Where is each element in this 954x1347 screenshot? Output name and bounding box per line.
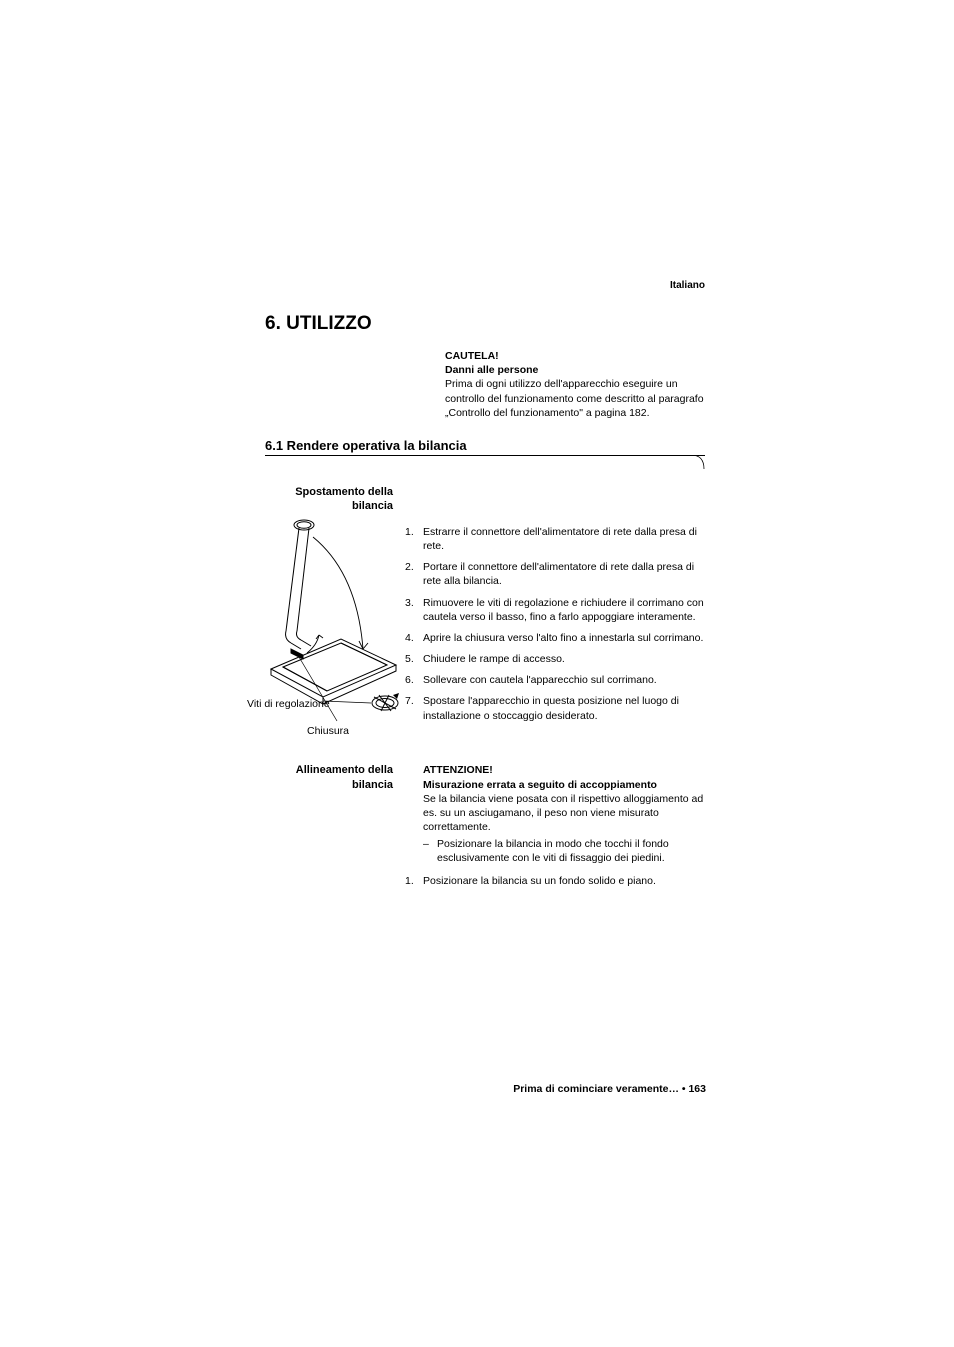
attenzione-dash-list: Posizionare la bilancia in modo che tocc… — [423, 837, 705, 865]
step-item: Spostare l'apparecchio in questa posizio… — [405, 694, 705, 722]
figure-label-viti: Viti di regolazione — [247, 698, 330, 710]
attenzione-title: ATTENZIONE! — [423, 763, 705, 777]
page-content: Italiano 6. UTILIZZO CAUTELA! Danni alle… — [265, 280, 705, 905]
language-label: Italiano — [265, 280, 705, 291]
steps-spostamento: Estrarre il connettore dell'alimentatore… — [405, 525, 705, 723]
step-item: Estrarre il connettore dell'alimentatore… — [405, 525, 705, 553]
scale-diagram-icon — [261, 507, 411, 722]
attenzione-body: Se la bilancia viene posata con il rispe… — [423, 792, 705, 835]
step-item: Sollevare con cautela l'apparecchio sul … — [405, 673, 705, 687]
scale-figure: Viti di regolazione Chiusura — [265, 513, 393, 753]
attenzione-block: ATTENZIONE! Misurazione errata a seguito… — [423, 763, 705, 865]
allineamento-heading: Allineamento della bilancia — [265, 763, 393, 792]
attenzione-subtitle: Misurazione errata a seguito di accoppia… — [423, 778, 705, 792]
step-item: Rimuovere le viti di regolazione e richi… — [405, 596, 705, 624]
step-item: Chiudere le rampe di accesso. — [405, 652, 705, 666]
step-item: Aprire la chiusura verso l'alto fino a i… — [405, 631, 705, 645]
cautela-title: CAUTELA! — [445, 349, 705, 363]
cautela-subtitle: Danni alle persone — [445, 363, 705, 377]
cautela-block: CAUTELA! Danni alle persone Prima di ogn… — [445, 349, 705, 420]
page-footer: Prima di cominciare veramente… • 163 — [513, 1083, 706, 1095]
section-rule — [265, 455, 705, 469]
subsection-spostamento: Spostamento della bilancia — [265, 485, 705, 754]
step-item: Posizionare la bilancia su un fondo soli… — [405, 874, 705, 888]
cautela-body: Prima di ogni utilizzo dell'apparecchio … — [445, 377, 705, 420]
subsection-allineamento: Allineamento della bilancia ATTENZIONE! … — [265, 763, 705, 894]
rule-curve-icon — [691, 455, 705, 469]
dash-item: Posizionare la bilancia in modo che tocc… — [423, 837, 705, 865]
step-item: Portare il connettore dell'alimentatore … — [405, 560, 705, 588]
chapter-title: 6. UTILIZZO — [265, 313, 705, 335]
section-title: 6.1 Rendere operativa la bilancia — [265, 438, 705, 453]
steps-allineamento: Posizionare la bilancia su un fondo soli… — [405, 874, 705, 888]
figure-label-chiusura: Chiusura — [307, 725, 349, 737]
